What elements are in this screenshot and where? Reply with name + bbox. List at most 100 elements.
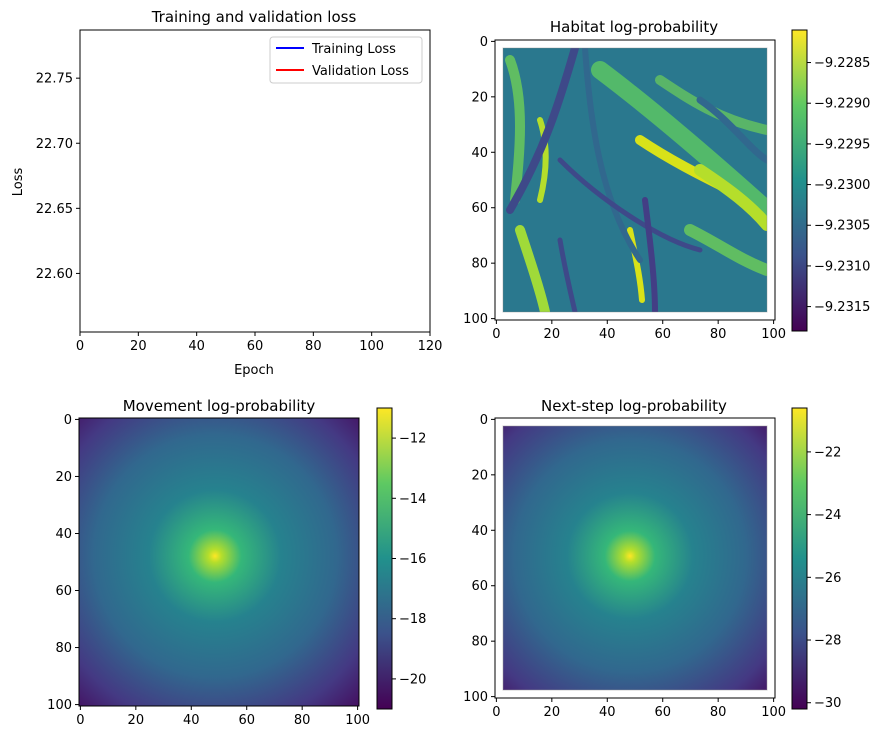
loss-title: Training and validation loss [151, 8, 357, 26]
movement-x-tick-label: 0 [76, 713, 84, 728]
habitat-panel: Habitat log-probability [463, 18, 870, 342]
loss-y-tick-label: 22.60 [36, 267, 73, 282]
habitat-y-axis: 0 20 40 60 80 100 [463, 35, 495, 327]
habitat-ridge-3 [694, 164, 767, 231]
habitat-cbar-tick-label: −9.2310 [814, 259, 870, 274]
habitat-x-tick-label: 80 [710, 327, 727, 342]
habitat-image [502, 47, 768, 313]
next-step-cbar-tick-label: −24 [814, 508, 841, 523]
movement-y-tick-label: 0 [64, 413, 72, 428]
habitat-x-tick-label: 20 [544, 327, 561, 342]
habitat-ridge-5 [537, 117, 549, 203]
habitat-valley-2 [582, 48, 643, 263]
next-step-cbar-tick-label: −26 [814, 571, 841, 586]
habitat-title: Habitat log-probability [550, 18, 718, 36]
movement-image [79, 418, 359, 706]
next-step-cbar-tick-label: −28 [814, 634, 841, 649]
habitat-cbar-tick-label: −9.2305 [814, 219, 870, 234]
habitat-cbar-tick-label: −9.2285 [814, 56, 870, 71]
next-step-y-tick-label: 100 [463, 690, 488, 705]
habitat-y-tick-label: 60 [471, 201, 488, 216]
habitat-x-tick-label: 60 [654, 327, 671, 342]
movement-y-tick-label: 20 [55, 470, 72, 485]
movement-colorbar-ticks: −12 −14 −16 −18 −20 [392, 432, 426, 687]
movement-y-tick-label: 100 [47, 698, 72, 713]
loss-x-axis: 0 20 40 60 80 100 120 [76, 332, 443, 354]
next-step-y-tick-label: 0 [480, 413, 488, 428]
movement-x-tick-label: 60 [238, 713, 255, 728]
next-step-cbar-tick-label: −22 [814, 445, 841, 460]
next-step-y-tick-label: 20 [471, 468, 488, 483]
next-step-y-tick-label: 40 [471, 524, 488, 539]
movement-x-tick-label: 20 [128, 713, 145, 728]
movement-x-axis: 0 20 40 60 80 100 [76, 706, 370, 728]
movement-y-axis: 0 20 40 60 80 100 [47, 413, 79, 713]
loss-x-tick-label: 20 [130, 339, 147, 354]
habitat-valley-1 [506, 48, 579, 214]
next-step-x-tick-label: 80 [710, 705, 727, 720]
habitat-ridge-9 [684, 224, 767, 276]
movement-cbar-tick-label: −12 [399, 432, 426, 447]
habitat-y-tick-label: 100 [463, 312, 488, 327]
habitat-ridge-1 [591, 61, 767, 219]
habitat-y-tick-label: 0 [480, 35, 488, 50]
movement-x-tick-label: 80 [294, 713, 311, 728]
habitat-y-tick-label: 80 [471, 257, 488, 272]
legend-validation-label: Validation Loss [312, 64, 409, 79]
habitat-cbar-tick-label: −9.2300 [814, 178, 870, 193]
next-step-x-tick-label: 40 [599, 705, 616, 720]
movement-panel: Movement log-probability 0 20 40 60 80 100 0 2… [47, 397, 426, 728]
next-step-colorbar [791, 407, 808, 710]
habitat-valley-4 [642, 197, 658, 312]
loss-x-tick-label: 120 [418, 339, 443, 354]
loss-y-tick-label: 22.70 [36, 137, 73, 152]
habitat-axes-frame [494, 39, 776, 321]
habitat-x-tick-label: 100 [761, 327, 786, 342]
legend-box [269, 36, 423, 84]
next-step-x-axis: 0 20 40 60 80 100 [492, 698, 786, 720]
movement-axes-frame [78, 417, 360, 707]
loss-x-tick-label: 0 [76, 339, 84, 354]
loss-x-tick-label: 60 [247, 339, 264, 354]
movement-x-tick-label: 100 [345, 713, 370, 728]
habitat-y-tick-label: 20 [471, 90, 488, 105]
loss-y-tick-label: 22.65 [36, 202, 73, 217]
movement-colorbar [376, 407, 393, 710]
next-step-x-tick-label: 60 [654, 705, 671, 720]
movement-cbar-tick-label: −20 [399, 672, 426, 687]
loss-legend: Training Loss Validation Loss [269, 36, 423, 84]
movement-cbar-tick-label: −16 [399, 552, 426, 567]
loss-x-tick-label: 100 [359, 339, 384, 354]
habitat-ridge-4 [505, 55, 525, 205]
habitat-cbar-tick-label: −9.2290 [814, 97, 870, 112]
next-step-cbar-tick-label: −30 [814, 696, 841, 711]
habitat-colorbar [791, 29, 808, 332]
habitat-y-tick-label: 40 [471, 146, 488, 161]
next-step-y-tick-label: 80 [471, 635, 488, 650]
loss-y-tick-label: 22.75 [36, 72, 73, 87]
loss-y-axis: 22.60 22.65 22.70 22.75 [36, 72, 80, 282]
loss-y-label: Loss [11, 168, 26, 197]
habitat-x-axis: 0 20 40 60 80 100 [492, 320, 786, 342]
habitat-border-fade [502, 47, 768, 313]
loss-panel: Training and validation loss 0 20 40 60 80 10… [11, 8, 442, 378]
movement-x-tick-label: 40 [183, 713, 200, 728]
movement-title: Movement log-probability [123, 397, 316, 415]
habitat-valley-3 [557, 157, 703, 253]
habitat-ridge-7 [627, 227, 645, 303]
habitat-x-tick-label: 0 [492, 327, 500, 342]
movement-y-tick-label: 80 [55, 641, 72, 656]
next-step-image [502, 425, 768, 691]
next-step-y-tick-label: 60 [471, 579, 488, 594]
movement-y-tick-label: 60 [55, 584, 72, 599]
habitat-cbar-tick-label: −9.2315 [814, 300, 870, 315]
habitat-valley-6 [696, 96, 767, 164]
loss-x-tick-label: 80 [305, 339, 322, 354]
habitat-valley-5 [557, 237, 578, 312]
movement-y-tick-label: 40 [55, 527, 72, 542]
next-step-x-tick-label: 100 [761, 705, 786, 720]
next-step-colorbar-ticks: −22 −24 −26 −28 −30 [807, 445, 841, 711]
loss-x-label: Epoch [234, 363, 274, 378]
habitat-ridge-6 [515, 225, 550, 312]
